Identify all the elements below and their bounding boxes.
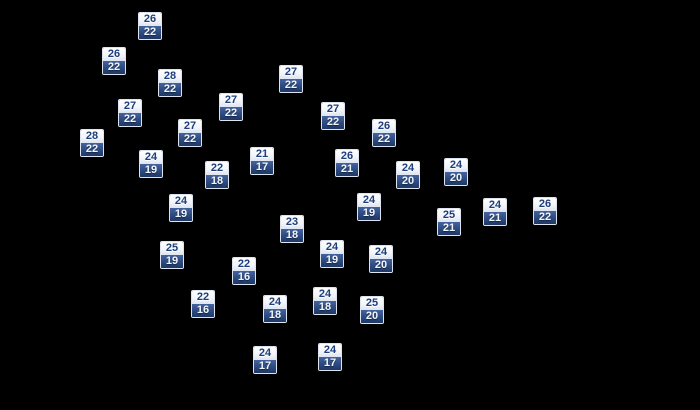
temp-marker[interactable]: 22 18 (205, 161, 229, 189)
temp-marker[interactable]: 24 18 (263, 295, 287, 323)
high-temp: 24 (397, 162, 419, 175)
temp-marker[interactable]: 24 17 (253, 346, 277, 374)
temp-marker[interactable]: 25 20 (360, 296, 384, 324)
high-temp: 24 (314, 288, 336, 301)
low-temp: 22 (220, 107, 242, 120)
temp-marker[interactable]: 28 22 (80, 129, 104, 157)
low-temp: 18 (264, 309, 286, 322)
temp-marker[interactable]: 23 18 (280, 215, 304, 243)
low-temp: 18 (281, 229, 303, 242)
high-temp: 25 (161, 242, 183, 255)
low-temp: 21 (336, 163, 358, 176)
low-temp: 17 (319, 357, 341, 370)
high-temp: 24 (358, 194, 380, 207)
temp-marker[interactable]: 25 21 (437, 208, 461, 236)
low-temp: 22 (103, 61, 125, 74)
high-temp: 27 (179, 120, 201, 133)
low-temp: 19 (170, 208, 192, 221)
high-temp: 24 (321, 241, 343, 254)
temp-marker[interactable]: 27 22 (178, 119, 202, 147)
temp-marker[interactable]: 24 19 (139, 150, 163, 178)
high-temp: 21 (251, 148, 273, 161)
low-temp: 19 (358, 207, 380, 220)
temp-marker[interactable]: 26 22 (372, 119, 396, 147)
low-temp: 22 (373, 133, 395, 146)
high-temp: 26 (103, 48, 125, 61)
high-temp: 27 (322, 103, 344, 116)
high-temp: 22 (206, 162, 228, 175)
low-temp: 22 (81, 143, 103, 156)
high-temp: 24 (319, 344, 341, 357)
high-temp: 24 (254, 347, 276, 360)
low-temp: 20 (361, 310, 383, 323)
temp-marker[interactable]: 26 21 (335, 149, 359, 177)
low-temp: 18 (206, 175, 228, 188)
high-temp: 28 (81, 130, 103, 143)
low-temp: 20 (397, 175, 419, 188)
temp-marker[interactable]: 24 17 (318, 343, 342, 371)
high-temp: 27 (119, 100, 141, 113)
high-temp: 24 (484, 199, 506, 212)
high-temp: 24 (170, 195, 192, 208)
low-temp: 22 (280, 79, 302, 92)
low-temp: 18 (314, 301, 336, 314)
high-temp: 24 (370, 246, 392, 259)
high-temp: 28 (159, 70, 181, 83)
low-temp: 22 (534, 211, 556, 224)
temp-marker[interactable]: 22 16 (191, 290, 215, 318)
high-temp: 23 (281, 216, 303, 229)
low-temp: 22 (119, 113, 141, 126)
temp-marker[interactable]: 24 20 (444, 158, 468, 186)
temp-marker[interactable]: 24 19 (169, 194, 193, 222)
low-temp: 21 (484, 212, 506, 225)
temp-marker[interactable]: 26 22 (533, 197, 557, 225)
low-temp: 22 (159, 83, 181, 96)
temp-marker[interactable]: 27 22 (279, 65, 303, 93)
temp-marker[interactable]: 26 22 (102, 47, 126, 75)
temp-marker[interactable]: 27 22 (321, 102, 345, 130)
temp-marker[interactable]: 25 19 (160, 241, 184, 269)
temp-marker[interactable]: 24 20 (396, 161, 420, 189)
temp-marker[interactable]: 26 22 (138, 12, 162, 40)
temp-marker[interactable]: 24 18 (313, 287, 337, 315)
high-temp: 22 (192, 291, 214, 304)
low-temp: 19 (161, 255, 183, 268)
low-temp: 17 (251, 161, 273, 174)
high-temp: 26 (139, 13, 161, 26)
low-temp: 16 (233, 271, 255, 284)
temp-marker[interactable]: 24 19 (320, 240, 344, 268)
low-temp: 21 (438, 222, 460, 235)
temp-marker[interactable]: 24 20 (369, 245, 393, 273)
high-temp: 24 (140, 151, 162, 164)
low-temp: 22 (179, 133, 201, 146)
high-temp: 25 (438, 209, 460, 222)
high-temp: 26 (373, 120, 395, 133)
high-temp: 26 (534, 198, 556, 211)
temp-marker[interactable]: 24 19 (357, 193, 381, 221)
low-temp: 22 (139, 26, 161, 39)
high-temp: 22 (233, 258, 255, 271)
low-temp: 22 (322, 116, 344, 129)
temp-marker[interactable]: 28 22 (158, 69, 182, 97)
low-temp: 19 (321, 254, 343, 267)
high-temp: 27 (280, 66, 302, 79)
temp-marker[interactable]: 21 17 (250, 147, 274, 175)
temp-marker[interactable]: 27 22 (219, 93, 243, 121)
low-temp: 16 (192, 304, 214, 317)
low-temp: 17 (254, 360, 276, 373)
high-temp: 24 (264, 296, 286, 309)
high-temp: 24 (445, 159, 467, 172)
high-temp: 27 (220, 94, 242, 107)
low-temp: 20 (370, 259, 392, 272)
high-temp: 26 (336, 150, 358, 163)
low-temp: 19 (140, 164, 162, 177)
low-temp: 20 (445, 172, 467, 185)
high-temp: 25 (361, 297, 383, 310)
temp-marker[interactable]: 22 16 (232, 257, 256, 285)
temp-marker[interactable]: 24 21 (483, 198, 507, 226)
temp-marker[interactable]: 27 22 (118, 99, 142, 127)
